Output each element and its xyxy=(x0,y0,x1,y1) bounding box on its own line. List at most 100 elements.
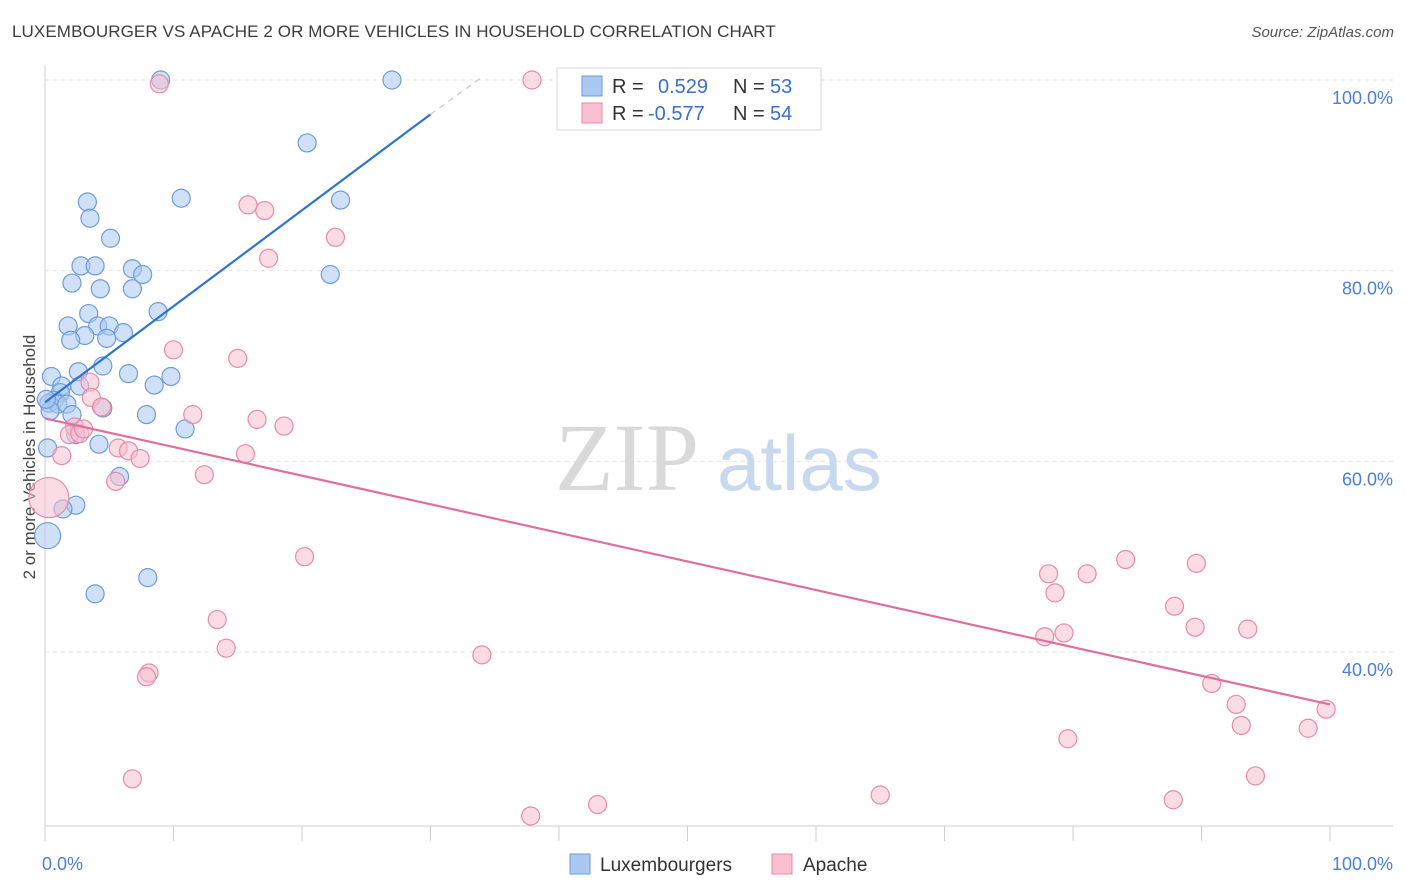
apache-point-31 xyxy=(1045,583,1065,603)
trend-lines xyxy=(44,76,1331,706)
x-tick-labels: 0.0% 100.0% xyxy=(42,854,1393,874)
lux-point-52 xyxy=(36,389,56,409)
apache-point-44 xyxy=(1316,699,1336,719)
stats-legend-swatch-pink xyxy=(581,102,603,124)
apache-point-33 xyxy=(207,609,227,630)
lux-point-13 xyxy=(62,273,82,293)
apache-point-1 xyxy=(149,74,169,94)
apache-point-29 xyxy=(1186,553,1206,573)
legend-r-label-2: R = xyxy=(612,103,644,125)
legend-label-luxembourgers: Luxembourgers xyxy=(600,855,732,876)
apache-point-6 xyxy=(163,340,184,360)
chart-title: LUXEMBOURGER VS APACHE 2 OR MORE VEHICLE… xyxy=(12,22,776,41)
legend-r-value-1: 0.529 xyxy=(658,76,708,98)
apache-point-0 xyxy=(522,70,542,90)
lux-point-24 xyxy=(97,328,117,348)
legend-swatch-apache xyxy=(771,853,793,875)
apache-point-20 xyxy=(52,446,72,466)
series-luxembourgers xyxy=(33,70,402,604)
lux-point-2 xyxy=(297,133,317,153)
apache-point-50 xyxy=(870,785,890,805)
legend-swatch-luxembourgers xyxy=(569,853,591,875)
y-axis-label: 2 or more Vehicles in Household xyxy=(20,335,39,580)
lux-point-40 xyxy=(136,405,157,425)
x-tick-label-0: 0.0% xyxy=(42,854,83,874)
apache-point-4 xyxy=(325,227,346,247)
apache-point-7 xyxy=(228,348,248,368)
apache-point-23 xyxy=(194,465,214,485)
lux-point-5 xyxy=(77,192,98,212)
apache-point-49 xyxy=(122,769,142,789)
stats-legend: R = 0.529 N = 53 R = -0.577 N = 54 xyxy=(556,67,822,131)
legend-r-label-1: R = xyxy=(612,76,644,98)
apache-point-2 xyxy=(238,195,258,215)
y-tick-label-3: 40.0% xyxy=(1342,660,1393,680)
lux-point-6 xyxy=(80,208,100,228)
lux-point-50 xyxy=(138,568,158,588)
x-tick-label-1: 100.0% xyxy=(1332,854,1393,874)
legend-r-value-2: -0.577 xyxy=(648,103,705,125)
y-tick-labels: 100.0% 80.0% 60.0% 40.0% xyxy=(1332,88,1393,680)
apache-point-35 xyxy=(1238,619,1258,639)
lux-point-32 xyxy=(144,375,164,395)
apache-point-48 xyxy=(1245,766,1266,786)
apache-point-10 xyxy=(91,397,112,417)
bottom-legend: Luxembourgers Apache xyxy=(569,853,867,876)
legend-n-label-2: N = xyxy=(733,103,765,125)
apache-point-24 xyxy=(106,471,126,491)
apache-point-32 xyxy=(1164,596,1185,616)
apache-point-47 xyxy=(1058,729,1078,749)
apache-point-51 xyxy=(1163,790,1183,810)
apache-point-52 xyxy=(587,794,608,815)
lux-point-14 xyxy=(90,279,110,299)
lux-point-51 xyxy=(85,584,105,604)
apache-point-36 xyxy=(1054,623,1074,643)
apache-point-28 xyxy=(1116,549,1136,570)
apache-point-39 xyxy=(472,645,492,665)
apache-point-43 xyxy=(1226,694,1246,715)
lux-point-23 xyxy=(61,330,81,350)
apache-point-27 xyxy=(1077,564,1097,584)
apache-point-21 xyxy=(235,444,256,464)
legend-n-label-1: N = xyxy=(733,76,765,98)
watermark-zip: ZIP xyxy=(555,404,699,511)
y-tick-label-1: 80.0% xyxy=(1342,279,1393,299)
apache-point-22 xyxy=(130,448,150,469)
lux-point-4 xyxy=(330,190,351,210)
apache-point-53 xyxy=(521,806,541,826)
watermark-atlas: atlas xyxy=(717,419,882,507)
apache-point-26 xyxy=(294,547,315,567)
lux-point-9 xyxy=(85,256,105,276)
apache-point-12 xyxy=(247,409,267,429)
y-tick-label-2: 60.0% xyxy=(1342,469,1393,489)
lux-point-26 xyxy=(118,364,139,384)
stats-legend-swatch-blue xyxy=(581,75,603,97)
apache-point-34 xyxy=(1185,617,1205,637)
lux-point-11 xyxy=(133,264,153,285)
apache-point-5 xyxy=(258,248,279,268)
lux-point-3 xyxy=(171,188,191,208)
series-apache xyxy=(28,70,1336,826)
apache-point-11 xyxy=(183,405,203,425)
trend-line-luxembourgers xyxy=(44,113,432,404)
apache-point-38 xyxy=(216,638,236,658)
legend-n-value-1: 53 xyxy=(770,76,792,98)
apache-point-25 xyxy=(28,476,70,519)
apache-point-41 xyxy=(136,667,157,687)
lux-point-27 xyxy=(161,366,181,387)
trend-line-luxembourgers-extension xyxy=(430,76,483,115)
legend-n-value-2: 54 xyxy=(770,103,792,125)
lux-point-1 xyxy=(382,70,402,90)
trend-line-apache xyxy=(44,417,1331,706)
lux-point-7 xyxy=(100,228,121,248)
apache-point-3 xyxy=(255,201,275,221)
legend-label-apache: Apache xyxy=(803,855,867,876)
apache-point-46 xyxy=(1298,718,1318,738)
lux-point-12 xyxy=(320,264,340,285)
y-tick-label-0: 100.0% xyxy=(1332,88,1393,108)
apache-point-45 xyxy=(1231,715,1251,736)
apache-point-30 xyxy=(1038,564,1059,584)
lux-point-15 xyxy=(122,279,142,299)
source-credit: Source: ZipAtlas.com xyxy=(1251,24,1394,41)
